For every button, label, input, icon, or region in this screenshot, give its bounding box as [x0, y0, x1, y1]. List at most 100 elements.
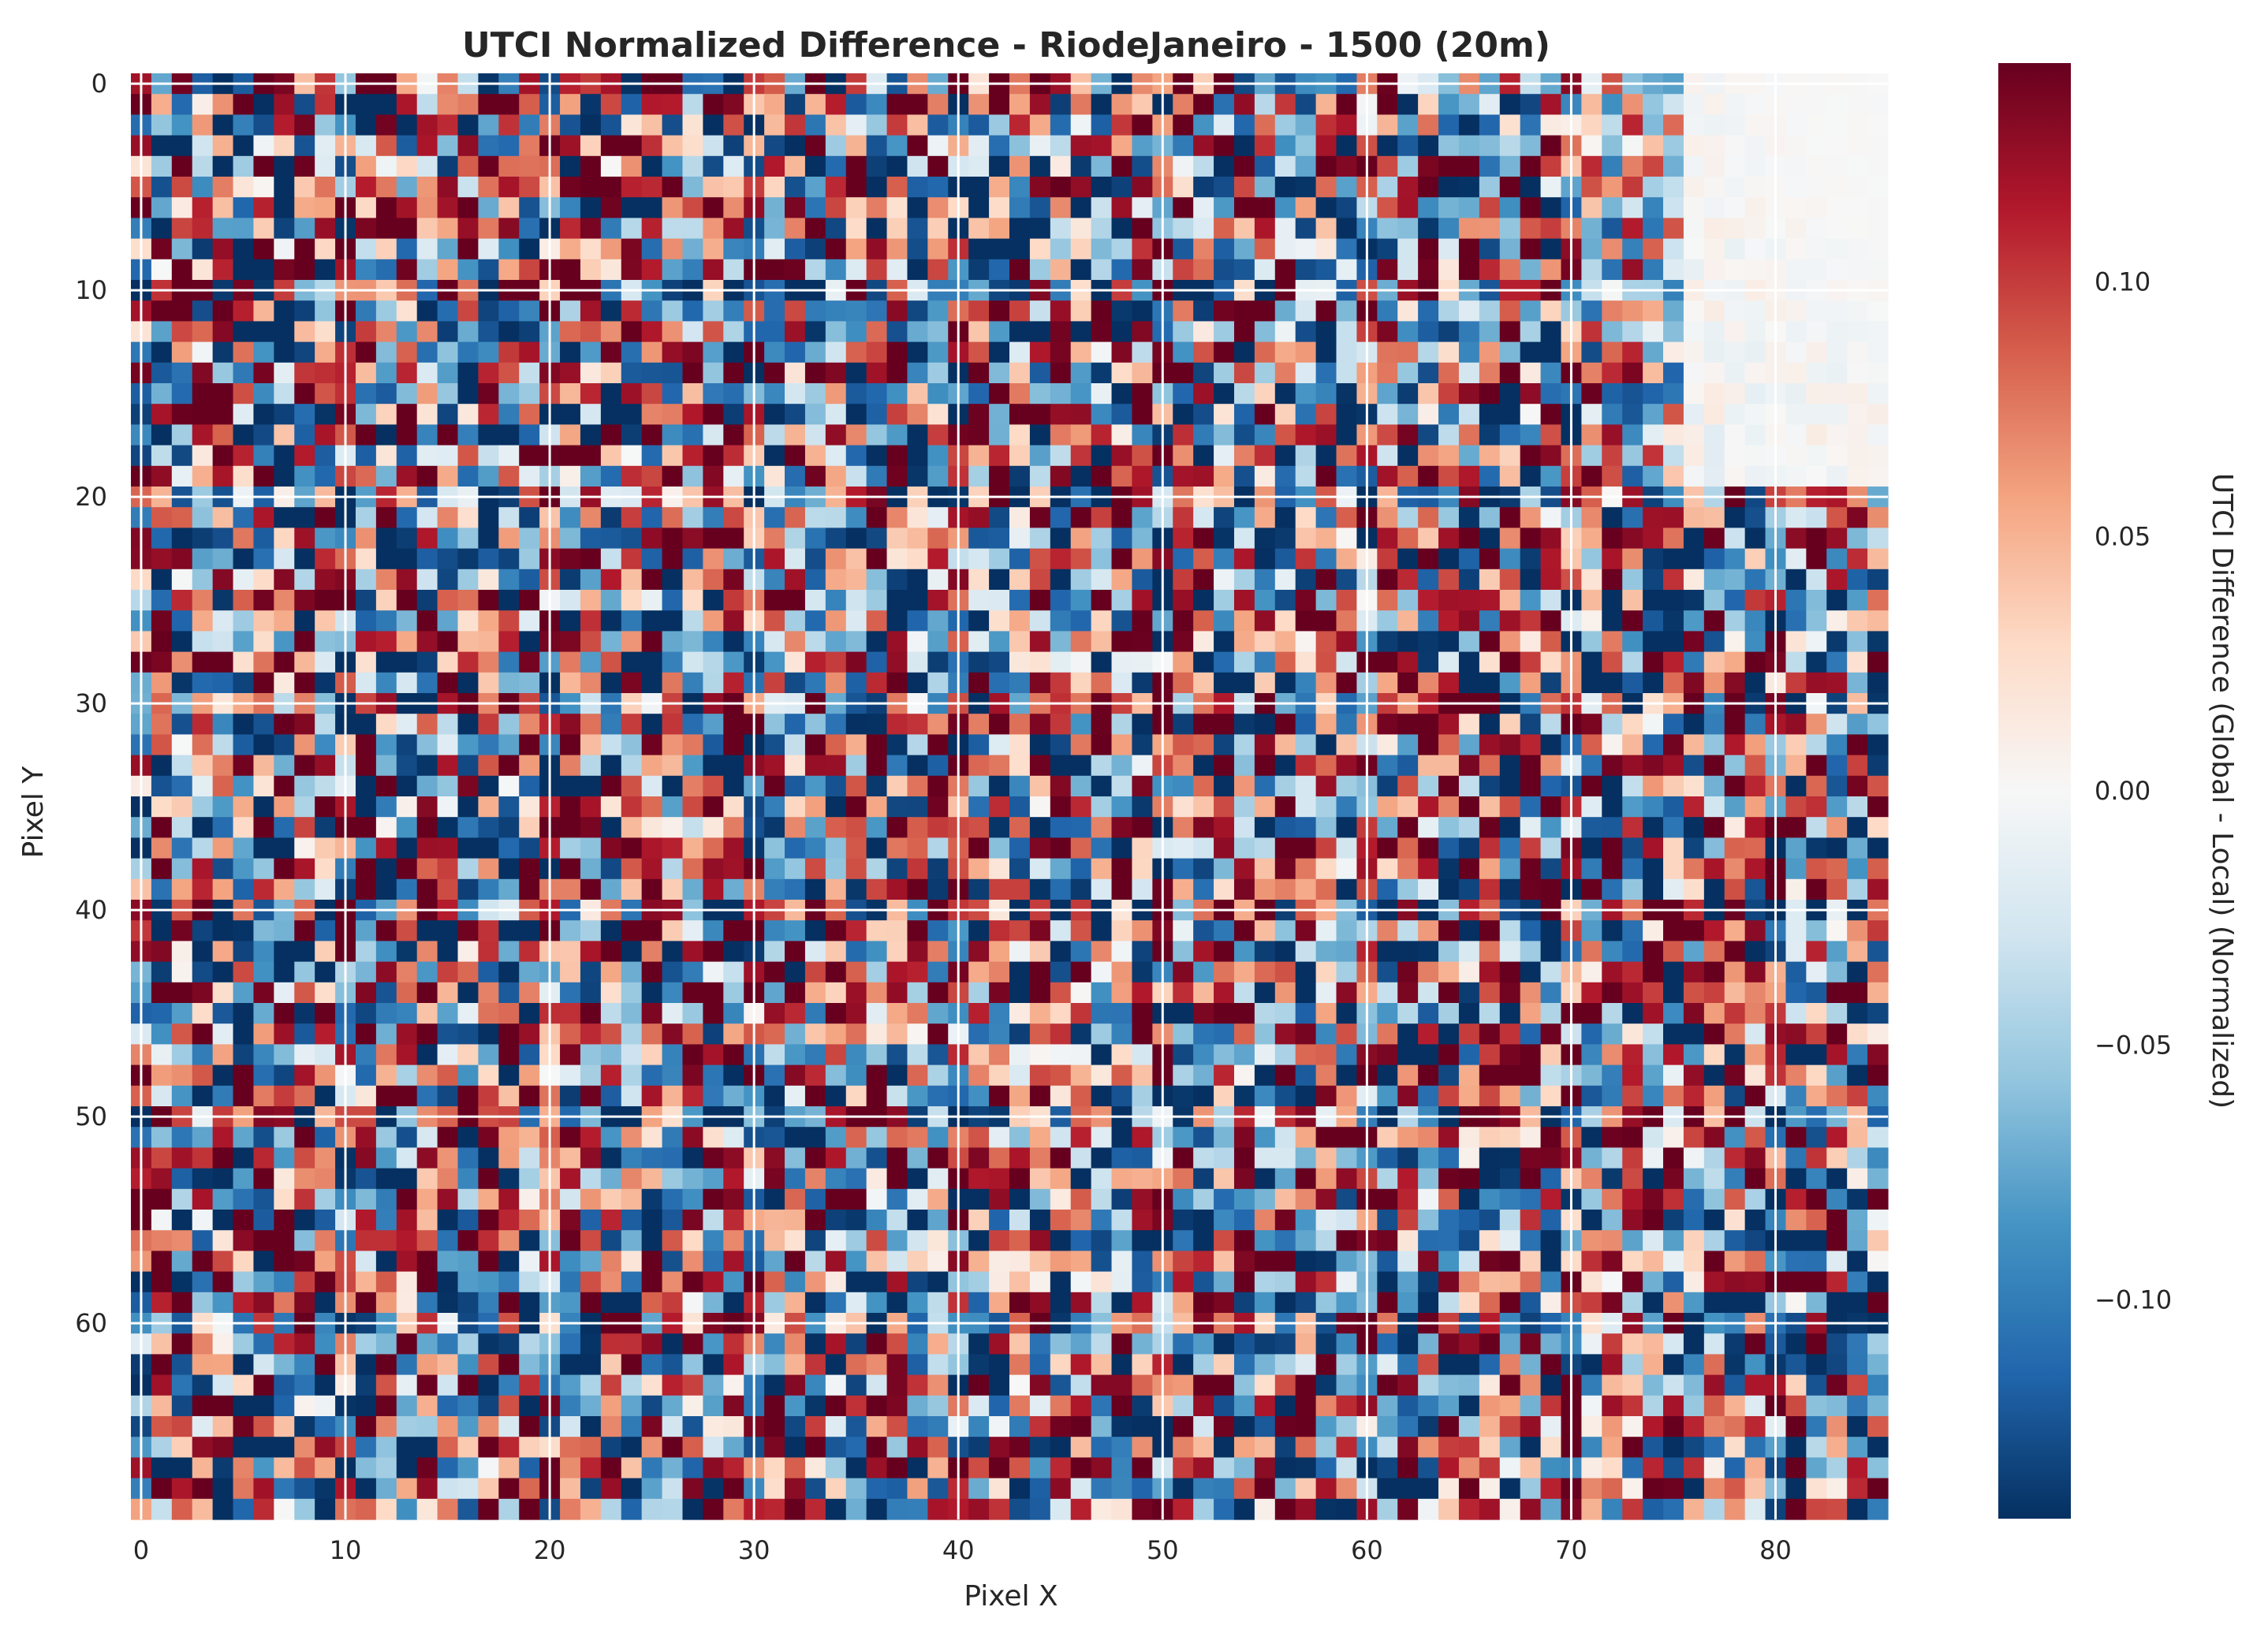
heatmap-cell	[1806, 424, 1827, 446]
heatmap-cell	[1254, 341, 1276, 364]
heatmap-cell	[682, 548, 703, 570]
heatmap-cell	[375, 218, 397, 240]
heatmap-cell	[989, 1230, 1010, 1251]
heatmap-cell	[396, 1064, 418, 1087]
heatmap-cell	[151, 218, 173, 240]
heatmap-cell	[600, 155, 622, 177]
heatmap-cell	[171, 651, 193, 673]
heatmap-cell	[968, 837, 990, 859]
heatmap-cell	[886, 775, 908, 797]
heatmap-cell	[723, 941, 744, 963]
heatmap-cell	[907, 982, 928, 1004]
heatmap-cell	[1397, 714, 1419, 735]
heatmap-cell	[1009, 155, 1031, 177]
heatmap-cell	[989, 1127, 1010, 1148]
heatmap-cell	[519, 548, 540, 570]
heatmap-cell	[457, 734, 479, 756]
heatmap-cell	[1683, 920, 1705, 941]
heatmap-cell	[1173, 197, 1194, 218]
heatmap-cell	[416, 610, 438, 632]
heatmap-cell	[1315, 445, 1337, 467]
heatmap-cell	[989, 982, 1010, 1004]
heatmap-cell	[1724, 755, 1746, 777]
heatmap-cell	[1295, 465, 1317, 487]
heatmap-cell	[294, 755, 315, 777]
heatmap-cell	[437, 1127, 459, 1148]
heatmap-cell	[845, 1168, 867, 1190]
heatmap-cell	[866, 1251, 888, 1273]
heatmap-cell	[396, 445, 418, 467]
heatmap-cell	[294, 1003, 315, 1024]
heatmap-cell	[1847, 135, 1868, 157]
heatmap-cell	[1458, 590, 1480, 611]
heatmap-cell	[253, 775, 274, 797]
heatmap-cell	[723, 982, 744, 1004]
heatmap-cell	[580, 424, 602, 446]
heatmap-cell	[1193, 961, 1214, 983]
heatmap-cell	[1233, 465, 1255, 487]
heatmap-cell	[600, 465, 622, 487]
heatmap-cell	[294, 817, 315, 838]
heatmap-cell	[171, 1251, 193, 1273]
heatmap-cell	[294, 1023, 315, 1045]
heatmap-cell	[1254, 362, 1276, 384]
heatmap-cell	[641, 1085, 663, 1107]
heatmap-cell	[1336, 1188, 1358, 1210]
heatmap-cell	[192, 114, 214, 136]
heatmap-cell	[519, 734, 540, 756]
heatmap-cell	[1132, 528, 1153, 550]
heatmap-cell	[662, 1044, 684, 1066]
heatmap-cell	[600, 177, 622, 198]
heatmap-cell	[907, 837, 928, 859]
heatmap-cell	[416, 321, 438, 343]
heatmap-cell	[274, 1003, 295, 1024]
heatmap-cell	[437, 135, 459, 157]
heatmap-cell	[1806, 672, 1827, 694]
heatmap-cell	[1050, 734, 1072, 756]
heatmap-cell	[1070, 197, 1092, 218]
heatmap-cell	[1438, 114, 1460, 136]
heatmap-cell	[1274, 961, 1296, 983]
heatmap-cell	[1377, 383, 1398, 405]
heatmap-cell	[1214, 135, 1235, 157]
heatmap-cell	[1458, 197, 1480, 218]
heatmap-cell	[1233, 238, 1255, 260]
heatmap-cell	[1274, 1147, 1296, 1169]
heatmap-cell	[1479, 755, 1501, 777]
heatmap-cell	[968, 445, 990, 467]
heatmap-cell	[1643, 734, 1664, 756]
heatmap-cell	[1438, 155, 1460, 177]
heatmap-cell	[1806, 465, 1827, 487]
heatmap-cell	[457, 1044, 479, 1066]
heatmap-cell	[1111, 1003, 1133, 1024]
heatmap-cell	[1438, 775, 1460, 797]
heatmap-cell	[1458, 341, 1480, 364]
heatmap-cell	[641, 590, 663, 611]
heatmap-cell	[1193, 590, 1214, 611]
heatmap-cell	[804, 817, 826, 838]
heatmap-cell	[907, 672, 928, 694]
heatmap-cell	[845, 424, 867, 446]
heatmap-cell	[1111, 672, 1133, 694]
heatmap-cell	[723, 631, 744, 653]
heatmap-cell	[1581, 858, 1602, 880]
heatmap-cell	[1377, 155, 1398, 177]
heatmap-cell	[580, 631, 602, 653]
heatmap-cell	[785, 1127, 806, 1148]
heatmap-cell	[457, 775, 479, 797]
heatmap-cell	[1173, 341, 1194, 364]
heatmap-cell	[1622, 982, 1643, 1004]
heatmap-cell	[1274, 1168, 1296, 1190]
heatmap-cell	[1458, 135, 1480, 157]
heatmap-cell	[375, 1127, 397, 1148]
heatmap-cell	[294, 321, 315, 343]
heatmap-cell	[1826, 920, 1848, 941]
heatmap-cell	[253, 341, 274, 364]
heatmap-cell	[151, 1003, 173, 1024]
heatmap-cell	[1254, 941, 1276, 963]
heatmap-cell	[1703, 1064, 1725, 1087]
heatmap-cell	[1418, 1064, 1439, 1087]
heatmap-cell	[1295, 590, 1317, 611]
heatmap-cell	[1070, 94, 1092, 115]
heatmap-cell	[498, 507, 520, 528]
